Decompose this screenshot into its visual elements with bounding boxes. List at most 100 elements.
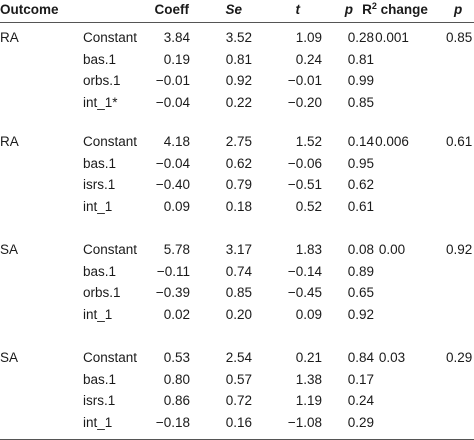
- t-cell: −0.45: [287, 285, 322, 301]
- model-p-value: 0.29: [446, 350, 473, 365]
- top-rule: [0, 22, 474, 23]
- coeff-cell: 5.78: [163, 242, 190, 257]
- t-cell: −0.14: [287, 263, 322, 279]
- se-cell: 0.16: [225, 415, 252, 431]
- coeff-cell: 0.09: [163, 199, 190, 215]
- t-cell: 1.83: [295, 242, 322, 257]
- coeff-cell: 0.02: [163, 307, 190, 323]
- term-cell: int_1: [83, 199, 113, 215]
- p-cell: 0.29: [347, 415, 374, 431]
- se-cell: 0.85: [225, 285, 252, 301]
- p-cell: 0.99: [347, 73, 374, 89]
- p-cell: 0.61: [347, 199, 374, 215]
- term-cell: orbs.1: [83, 285, 121, 301]
- model-p-value: 0.85: [446, 30, 473, 45]
- term-cell: Constant: [83, 134, 138, 149]
- se-cell: 0.20: [225, 307, 252, 323]
- se-cell: 0.74: [225, 263, 252, 279]
- se-cell: 2.54: [225, 350, 252, 365]
- p-cell: 0.89: [347, 263, 374, 279]
- t-cell: 1.38: [295, 371, 322, 387]
- header-r2-base: R: [362, 2, 372, 17]
- se-cell: 0.18: [225, 199, 252, 215]
- header-t: t: [295, 2, 301, 17]
- se-cell: 3.52: [225, 30, 252, 45]
- term-cell: orbs.1: [83, 73, 121, 89]
- coeff-cell: −0.11: [156, 263, 190, 279]
- header-r2-superscript: 2: [371, 1, 377, 11]
- p-cell: 0.17: [347, 371, 374, 387]
- t-cell: 0.09: [295, 307, 322, 323]
- model-p-value: 0.92: [446, 242, 473, 257]
- term-cell: bas.1: [83, 263, 117, 279]
- t-cell: 1.52: [295, 134, 322, 149]
- r2-change-value: 0.006: [375, 134, 409, 149]
- coeff-cell: −0.04: [155, 155, 190, 171]
- term-cell: isrs.1: [83, 393, 116, 409]
- term-cell: Constant: [83, 30, 138, 45]
- term-cell: int_1: [83, 307, 113, 323]
- term-cell: int_1*: [83, 95, 118, 111]
- header-r2-change: R2 change: [355, 2, 435, 18]
- coeff-cell: −0.18: [155, 415, 190, 431]
- se-cell: 0.62: [225, 155, 252, 171]
- t-cell: −0.51: [287, 177, 322, 193]
- t-cell: −1.08: [287, 415, 322, 431]
- t-cell: 0.21: [295, 350, 322, 365]
- r2-change-value: 0.03: [378, 350, 406, 365]
- t-cell: −0.01: [287, 73, 322, 89]
- outcome-label: SA: [0, 242, 19, 257]
- se-cell: 0.22: [225, 95, 252, 111]
- p-cell: 0.24: [347, 393, 374, 409]
- t-cell: −0.20: [287, 95, 322, 111]
- p-cell: 0.92: [347, 307, 374, 323]
- header-p-model: p: [454, 2, 463, 17]
- p-cell: 0.65: [347, 285, 374, 301]
- se-cell: 0.92: [225, 73, 252, 89]
- coeff-cell: −0.39: [155, 285, 190, 301]
- se-cell: 0.81: [225, 51, 252, 67]
- term-cell: bas.1: [83, 51, 117, 67]
- outcome-label: RA: [0, 30, 19, 45]
- p-cell: 0.95: [347, 155, 374, 171]
- coeff-cell: −0.04: [155, 95, 190, 111]
- se-cell: 0.57: [225, 371, 252, 387]
- p-cell: 0.85: [347, 95, 374, 111]
- term-cell: bas.1: [83, 371, 117, 387]
- se-cell: 3.17: [225, 242, 252, 257]
- t-cell: 1.09: [295, 30, 322, 45]
- term-cell: bas.1: [83, 155, 117, 171]
- header-se: Se: [225, 2, 242, 17]
- p-cell: 0.84: [347, 350, 374, 365]
- coeff-cell: −0.40: [155, 177, 190, 193]
- outcome-label: RA: [0, 134, 19, 149]
- coeff-cell: 0.19: [163, 51, 190, 67]
- p-cell: 0.81: [347, 51, 374, 67]
- coeff-cell: 4.18: [163, 134, 190, 149]
- term-cell: Constant: [83, 242, 138, 257]
- coeff-cell: 0.86: [163, 393, 190, 409]
- term-cell: isrs.1: [83, 177, 116, 193]
- term-cell: int_1: [83, 415, 113, 431]
- coeff-cell: 0.53: [163, 350, 190, 365]
- se-cell: 0.79: [225, 177, 252, 193]
- header-outcome: Outcome: [0, 2, 59, 17]
- r2-change-value: 0.001: [375, 30, 409, 45]
- p-cell: 0.28: [347, 30, 374, 45]
- t-cell: 0.24: [295, 51, 322, 67]
- p-cell: 0.14: [347, 134, 374, 149]
- t-cell: −0.06: [287, 155, 322, 171]
- t-cell: 1.19: [295, 393, 322, 409]
- header-coeff: Coeff: [154, 2, 190, 17]
- term-cell: Constant: [83, 350, 138, 365]
- coeff-cell: −0.01: [155, 73, 190, 89]
- se-cell: 2.75: [225, 134, 252, 149]
- model-p-value: 0.61: [446, 134, 473, 149]
- se-cell: 0.72: [225, 393, 252, 409]
- p-cell: 0.62: [347, 177, 374, 193]
- t-cell: 0.52: [295, 199, 322, 215]
- coeff-cell: 3.84: [163, 30, 190, 45]
- header-p: p: [344, 2, 353, 17]
- header-r2-rest: change: [376, 2, 428, 17]
- outcome-label: SA: [0, 350, 19, 365]
